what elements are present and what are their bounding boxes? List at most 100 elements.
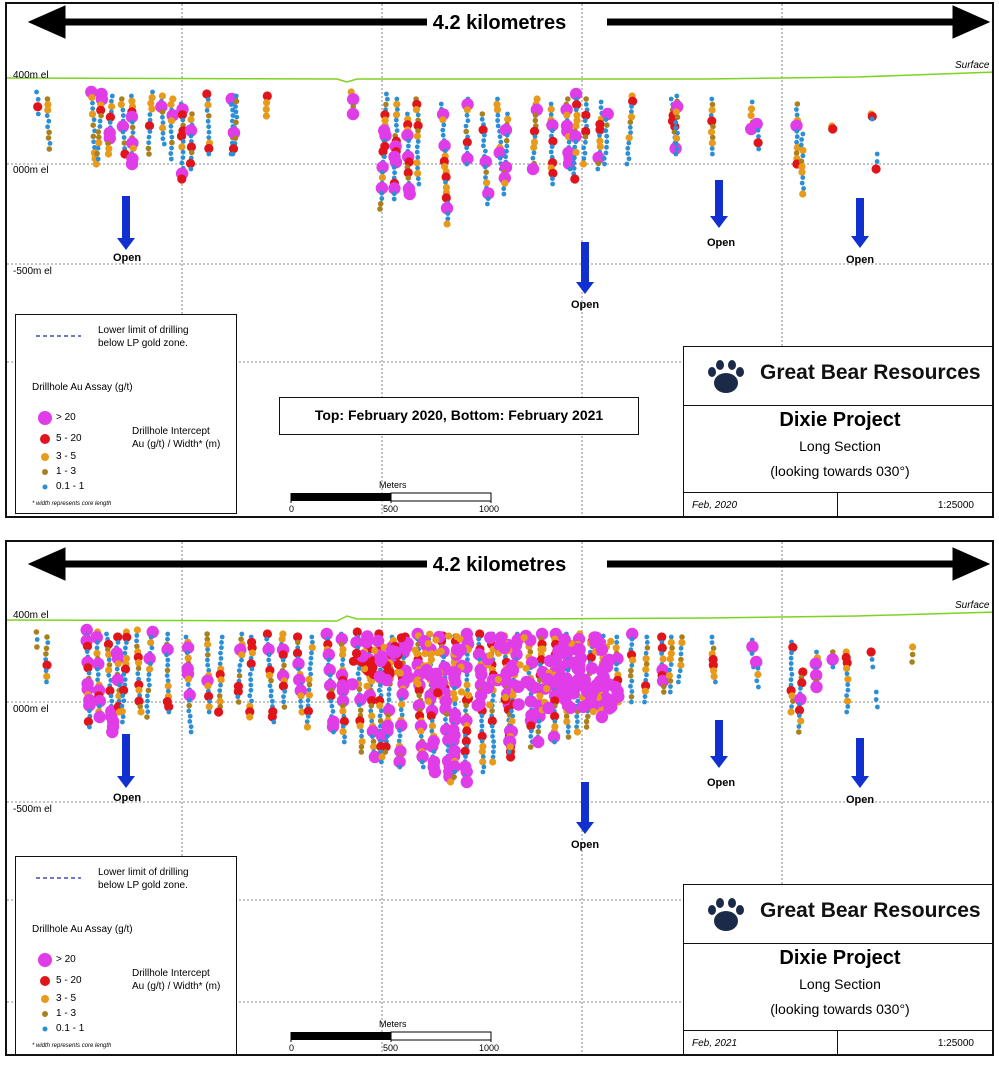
drill-intercept	[120, 107, 126, 113]
drill-intercept	[445, 632, 453, 640]
drill-intercept	[436, 108, 450, 121]
drill-intercept	[668, 634, 674, 640]
legend-assay-title: Drillhole Au Assay (g/t)	[32, 924, 133, 935]
drill-intercept	[44, 96, 51, 102]
drill-intercept	[236, 673, 243, 679]
drill-intercept	[230, 113, 236, 118]
drill-intercept	[121, 698, 127, 704]
drill-intercept	[563, 111, 571, 119]
drill-intercept	[845, 682, 851, 688]
drill-intercept	[604, 139, 610, 145]
drill-intercept	[121, 672, 127, 677]
drill-intercept	[305, 691, 313, 699]
drill-intercept	[188, 729, 194, 735]
drill-intercept	[33, 102, 43, 112]
drill-intercept	[674, 114, 681, 120]
drill-intercept	[44, 113, 50, 119]
drill-intercept	[160, 136, 166, 142]
drill-intercept	[205, 118, 211, 124]
drill-intercept	[392, 170, 397, 176]
drill-intercept	[542, 701, 555, 715]
drill-intercept	[134, 680, 144, 690]
legend: Lower limit of drilling below LP gold zo…	[15, 314, 237, 514]
drill-intercept	[475, 629, 485, 639]
drill-intercept	[629, 656, 637, 664]
drill-intercept	[98, 112, 104, 119]
drill-intercept	[799, 137, 804, 142]
drill-intercept	[504, 115, 512, 123]
drill-intercept	[845, 687, 851, 693]
drill-intercept	[479, 718, 484, 724]
drill-intercept	[479, 155, 492, 168]
drill-intercept	[34, 637, 40, 642]
drill-intercept	[137, 708, 145, 716]
drill-intercept	[788, 692, 796, 700]
scale-bar-graphic	[290, 492, 492, 503]
drill-intercept	[377, 682, 383, 688]
elevation-label-minus500: -500m el	[13, 266, 52, 277]
open-label: Open	[113, 792, 142, 804]
drill-intercept	[246, 659, 256, 669]
drill-intercept	[108, 102, 116, 111]
legend-line-label-2: below LP gold zone.	[98, 338, 188, 349]
drill-intercept	[146, 140, 152, 146]
drill-intercept	[373, 670, 387, 683]
legend-intercept-label: Drillhole Intercept	[132, 968, 210, 979]
drill-intercept	[413, 132, 421, 140]
drill-intercept	[189, 111, 195, 117]
drill-intercept	[579, 160, 588, 168]
drill-intercept	[548, 112, 554, 118]
drill-intercept	[626, 627, 639, 641]
legend-intercept-label-2: Au (g/t) / Width* (m)	[132, 981, 221, 992]
drill-intercept	[93, 649, 101, 657]
drill-intercept	[396, 738, 402, 744]
drill-intercept	[572, 144, 578, 150]
drill-intercept	[327, 672, 333, 678]
drill-intercept	[506, 752, 516, 762]
legend-line-label: Lower limit of drilling	[98, 867, 189, 878]
drill-intercept	[266, 652, 272, 658]
drill-intercept	[414, 149, 420, 155]
drill-intercept	[248, 649, 256, 657]
drill-intercept	[478, 125, 488, 135]
drill-intercept	[414, 680, 422, 688]
drill-intercept	[294, 684, 307, 697]
drill-intercept	[659, 655, 667, 663]
drill-intercept	[536, 719, 542, 724]
drill-intercept	[147, 129, 153, 134]
drill-intercept	[674, 146, 680, 152]
drill-intercept	[509, 708, 514, 714]
drill-intercept	[248, 687, 254, 693]
drill-intercept	[869, 116, 875, 122]
drill-intercept	[378, 753, 386, 761]
drill-intercept	[549, 144, 555, 150]
drill-intercept	[239, 657, 244, 663]
drill-intercept	[335, 632, 348, 646]
surface-label: Surface	[955, 60, 990, 71]
drill-intercept	[205, 97, 211, 102]
drill-intercept	[206, 113, 212, 119]
drill-intercept	[628, 96, 638, 106]
drill-intercept	[246, 713, 254, 721]
drill-intercept	[396, 633, 406, 643]
drill-intercept	[161, 643, 174, 656]
drill-intercept	[368, 750, 382, 764]
drill-intercept	[627, 125, 633, 130]
drill-intercept	[491, 744, 497, 749]
drill-intercept	[398, 697, 404, 702]
drill-intercept	[463, 128, 470, 135]
drill-intercept	[443, 220, 451, 228]
drill-intercept	[449, 713, 462, 726]
drill-intercept	[80, 623, 93, 637]
drill-intercept	[844, 675, 852, 683]
drill-intercept	[322, 648, 335, 661]
drill-intercept	[391, 165, 397, 170]
drill-intercept	[428, 765, 442, 779]
drill-intercept	[267, 683, 273, 689]
drill-intercept	[574, 714, 580, 719]
drill-intercept	[414, 169, 422, 177]
drill-intercept	[463, 123, 469, 129]
drill-intercept	[227, 126, 241, 140]
drill-intercept	[673, 134, 681, 142]
drill-intercept	[124, 640, 129, 645]
